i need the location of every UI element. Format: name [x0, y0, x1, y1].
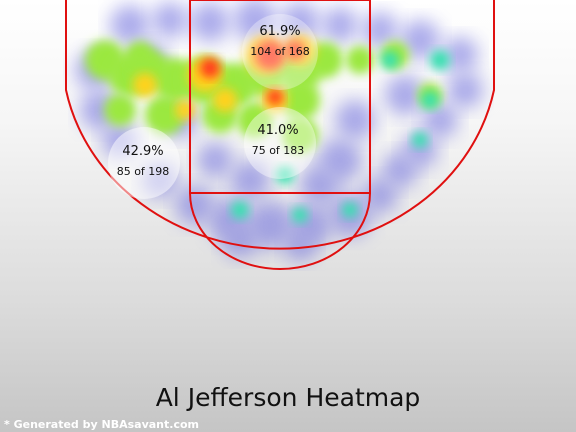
warm-spot: [213, 88, 237, 112]
low-density-spot: [421, 91, 439, 109]
cold-spot: [110, 5, 150, 45]
zone-label-paint: 41.0% 75 of 183: [223, 123, 333, 157]
zone-percentage: 42.9%: [88, 144, 198, 159]
chart-title: Al Jefferson Heatmap: [0, 383, 576, 412]
zone-label-midrange-left: 42.9% 85 of 198: [88, 144, 198, 178]
cold-spot: [447, 72, 483, 108]
credit-footnote: * Generated by NBAsavant.com: [4, 418, 199, 431]
warm-spot: [175, 100, 195, 120]
zone-makes-attempts: 85 of 198: [88, 165, 198, 178]
hot-spot: [267, 89, 283, 105]
low-density-spot: [430, 50, 450, 70]
low-density-spot: [412, 132, 428, 148]
zone-percentage: 41.0%: [223, 123, 333, 138]
cold-spot: [284, 229, 316, 261]
mid-density-spot: [126, 41, 154, 69]
zone-makes-attempts: 104 of 168: [225, 45, 335, 58]
low-density-spot: [231, 201, 249, 219]
cold-spot: [300, 165, 340, 205]
cold-spot: [190, 2, 230, 42]
zone-label-restricted: 61.9% 104 of 168: [225, 24, 335, 58]
warm-spot: [133, 73, 157, 97]
hot-spot: [200, 58, 220, 78]
low-density-spot: [381, 51, 399, 69]
mid-density-spot: [104, 94, 136, 126]
cold-spot: [222, 222, 258, 258]
low-density-spot: [292, 207, 308, 223]
low-density-spot: [342, 202, 358, 218]
zone-makes-attempts: 75 of 183: [223, 144, 333, 157]
zone-percentage: 61.9%: [225, 24, 335, 39]
cold-spot: [152, 2, 188, 38]
